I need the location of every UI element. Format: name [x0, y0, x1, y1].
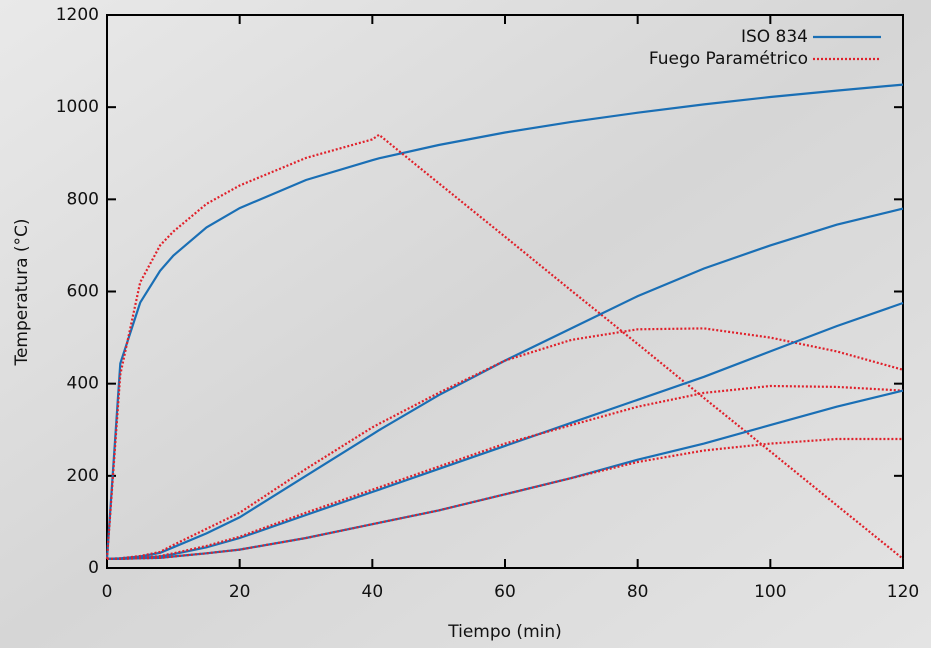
x-tick-label: 0 — [102, 582, 113, 602]
x-tick-label: 40 — [362, 582, 384, 602]
x-tick-label: 60 — [494, 582, 516, 602]
series-line — [105, 83, 904, 559]
x-tick-label: 120 — [887, 582, 919, 602]
series-line — [106, 207, 904, 560]
y-tick-label: 400 — [67, 374, 99, 394]
x-axis-label: Tiempo (min) — [447, 622, 562, 642]
y-tick-label: 1000 — [56, 97, 99, 117]
x-tick-label: 20 — [229, 582, 251, 602]
series-line — [107, 437, 903, 560]
y-tick-label: 800 — [67, 189, 99, 209]
y-tick-label: 200 — [67, 466, 99, 486]
y-tick-label: 1200 — [56, 5, 99, 25]
x-tick-label: 100 — [754, 582, 786, 602]
series-line — [107, 384, 904, 560]
legend-label: Fuego Paramétrico — [649, 49, 808, 69]
y-tick-label: 0 — [88, 558, 99, 578]
legend-label: ISO 834 — [741, 27, 808, 47]
y-axis-label: Temperatura (°C) — [12, 218, 32, 366]
x-tick-label: 80 — [627, 582, 649, 602]
y-tick-label: 600 — [67, 282, 99, 302]
